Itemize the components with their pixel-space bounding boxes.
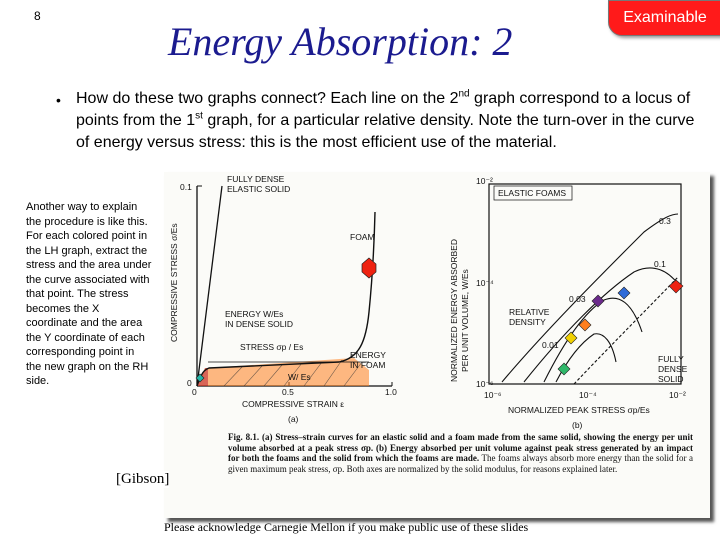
- left-x-tick-1: 0.5: [282, 387, 294, 397]
- curve-label-0-03: 0.03: [569, 294, 586, 304]
- relative-density-2: DENSITY: [509, 317, 546, 327]
- left-y-label: COMPRESSIVE STRESS σ/Es: [169, 223, 179, 342]
- right-point-purple: [591, 294, 605, 308]
- right-point-red: [668, 279, 684, 294]
- main-text-part1: How do these two graphs connect? Each li…: [76, 90, 459, 107]
- slide-number: 8: [34, 9, 41, 23]
- main-text-part3: graph, for a particular relative density…: [76, 112, 695, 151]
- right-graph: 10⁻² 10⁻⁴ 10⁻⁶ 10⁻⁶ 10⁻⁴ 10⁻² NORMALIZED…: [449, 176, 688, 430]
- fully-dense-2: DENSE: [658, 364, 688, 374]
- right-x-label: NORMALIZED PEAK STRESS σp/Es: [508, 405, 650, 415]
- main-bullet-text: How do these two graphs connect? Each li…: [76, 88, 706, 154]
- right-y-tick-mid: 10⁻⁴: [476, 278, 494, 288]
- left-x-tick-0: 0: [192, 387, 197, 397]
- figure-scan: 0.1 0 0.5 1.0 0 COMPRESSIVE STRESS σ/Es …: [164, 172, 710, 518]
- left-graph: 0.1 0 0.5 1.0 0 COMPRESSIVE STRESS σ/Es …: [169, 174, 397, 424]
- main-text-sup2: st: [195, 110, 203, 122]
- right-x-tick-2: 10⁻²: [669, 390, 686, 400]
- right-y-label-2: PER UNIT VOLUME, W/Es: [460, 269, 470, 372]
- caption-bold: Stress–strain curves for an elastic soli…: [228, 432, 694, 464]
- right-y-tick-bottom: 10⁻⁶: [476, 379, 493, 389]
- slide-title: Energy Absorption: 2: [168, 19, 513, 64]
- right-y-label-1: NORMALIZED ENERGY ABSORBED: [449, 239, 459, 382]
- examinable-badge: Examinable: [608, 0, 720, 36]
- right-point-orange: [578, 318, 592, 332]
- right-point-yellow: [564, 331, 578, 345]
- figure-caption: Fig. 8.1. (a) Stress–strain curves for a…: [228, 432, 693, 474]
- right-point-green: [557, 362, 571, 376]
- caption-rest: The foams always absorb more energy than…: [228, 453, 694, 474]
- curve-label-0-3: 0.3: [659, 216, 671, 226]
- source-citation: [Gibson]: [116, 471, 170, 488]
- side-note: Another way to explain the procedure is …: [26, 201, 152, 387]
- caption-lead: Fig. 8.1. (a): [228, 432, 276, 442]
- right-x-tick-1: 10⁻⁴: [579, 390, 597, 400]
- label-fully-dense: FULLY DENSE: [227, 174, 285, 184]
- foam-curve: [196, 211, 376, 387]
- label-energy-foam-2: IN FOAM: [350, 360, 385, 370]
- label-stress: STRESS σp / Es: [240, 342, 303, 352]
- figure-graphs: 0.1 0 0.5 1.0 0 COMPRESSIVE STRESS σ/Es …: [169, 174, 688, 430]
- right-y-tick-top: 10⁻²: [476, 176, 493, 186]
- label-energy-dense-2: IN DENSE SOLID: [225, 319, 293, 329]
- curve-0-3: [501, 213, 679, 383]
- right-graph-title: ELASTIC FOAMS: [498, 188, 566, 198]
- fully-dense-1: FULLY: [658, 354, 684, 364]
- main-text-sup1: nd: [458, 88, 470, 100]
- curve-0-1: [523, 267, 679, 383]
- right-x-tick-0: 10⁻⁶: [484, 390, 501, 400]
- left-point-red: [361, 257, 377, 279]
- left-y-tick-bottom: 0: [187, 378, 192, 388]
- relative-density-1: RELATIVE: [509, 307, 550, 317]
- curve-label-0-1: 0.1: [654, 259, 666, 269]
- label-elastic-solid: ELASTIC SOLID: [227, 184, 290, 194]
- curve-0-01: [555, 333, 617, 383]
- left-x-tick-2: 1.0: [385, 387, 397, 397]
- dense-solid-line: [196, 185, 223, 387]
- label-energy-dense-1: ENERGY W/Es: [225, 309, 283, 319]
- acknowledgement-footer: Please acknowledge Carnegie Mellon if yo…: [164, 520, 529, 534]
- left-y-tick-top: 0.1: [180, 182, 192, 192]
- bullet-marker: •: [56, 92, 61, 108]
- label-foam: FOAM: [350, 232, 375, 242]
- label-w: W/ Es: [288, 372, 311, 382]
- right-point-blue: [617, 286, 631, 300]
- left-sublabel: (a): [288, 414, 299, 424]
- right-sublabel: (b): [572, 420, 583, 430]
- main-text-part2: graph correspond to a locus of points fr…: [76, 90, 691, 129]
- fully-dense-3: SOLID: [658, 374, 684, 384]
- left-x-label: COMPRESSIVE STRAIN ε: [242, 399, 344, 409]
- label-energy-foam-1: ENERGY: [350, 350, 386, 360]
- curve-label-0-01: 0.01: [542, 340, 559, 350]
- left-point-teal: [195, 373, 205, 383]
